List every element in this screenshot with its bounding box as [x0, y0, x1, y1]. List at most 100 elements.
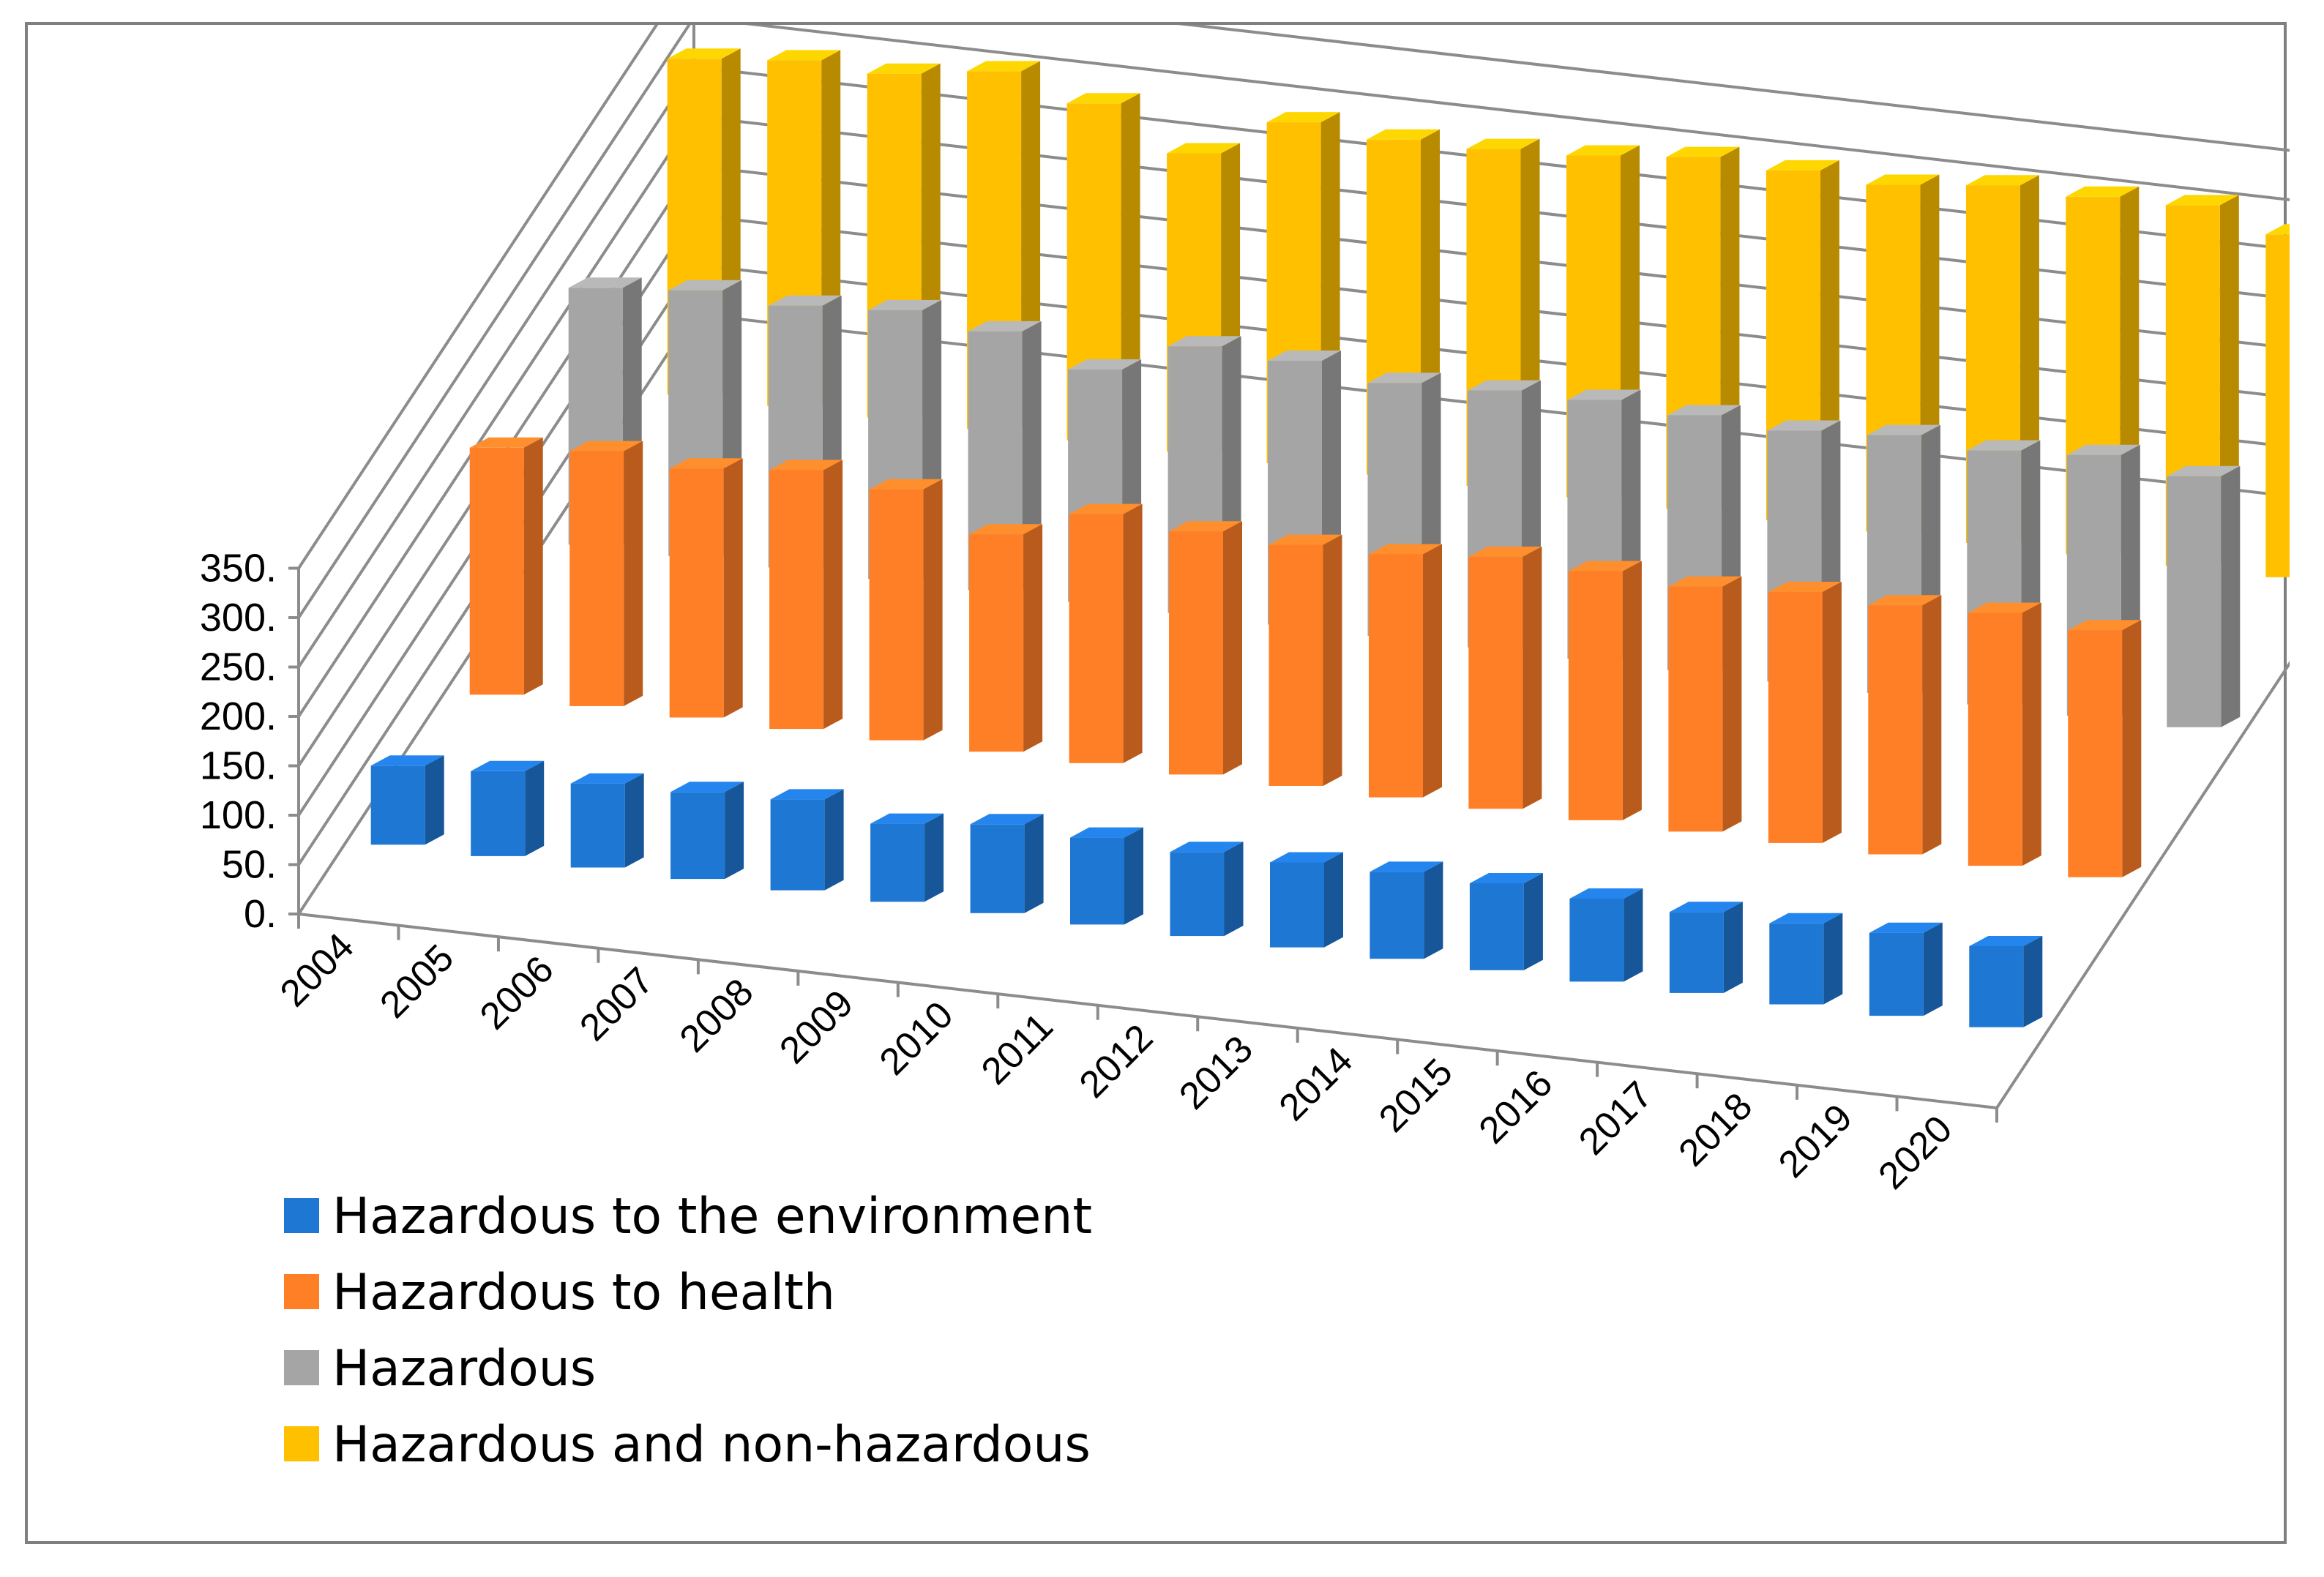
chart-bars — [370, 48, 2290, 1027]
x-tick-label-2008: 2008 — [672, 971, 762, 1061]
bar-top — [1967, 440, 2041, 451]
bar-hazardous-to-health-2011 — [1169, 521, 1242, 775]
y-tick-label: 100. — [200, 793, 277, 837]
bar-top — [1769, 913, 1843, 924]
bar-front — [869, 489, 924, 741]
bar-front — [969, 534, 1024, 752]
bar-hazardous-to-the-environment-2017 — [1669, 902, 1743, 993]
bar-front — [2265, 234, 2290, 577]
bar-top — [970, 814, 1044, 825]
bar-top — [2066, 444, 2140, 455]
bar-side — [1823, 913, 1843, 1005]
x-tick-label-2018: 2018 — [1670, 1085, 1760, 1175]
x-tick-label-2007: 2007 — [572, 959, 662, 1049]
bar-front — [471, 771, 526, 856]
bar-hazardous-to-the-environment-2011 — [1070, 827, 1143, 925]
bar-side — [1023, 524, 1043, 752]
bar-hazardous-to-health-2013 — [1369, 544, 1442, 798]
y-tick-label: 300. — [200, 596, 277, 640]
bar-front — [1169, 531, 1223, 775]
bar-hazardous-to-the-environment-2018 — [1769, 913, 1843, 1005]
gridline-300 — [297, 25, 2290, 619]
bar-side — [1723, 902, 1743, 993]
bar-front — [769, 470, 824, 730]
legend-entry-3: Hazardous — [284, 1340, 596, 1398]
bar-side — [1622, 561, 1642, 820]
bar-hazardous-to-the-environment-2009 — [870, 813, 944, 902]
x-tick-label-2015: 2015 — [1371, 1051, 1461, 1141]
legend-entry-2: Hazardous to health — [284, 1264, 835, 1322]
bar-top — [1466, 138, 1540, 149]
bar-side — [523, 437, 543, 695]
bar-front — [1070, 837, 1124, 925]
bar-top — [1069, 503, 1143, 514]
x-tick-label-2014: 2014 — [1271, 1039, 1361, 1129]
bar-front — [1370, 872, 1424, 959]
legend-label: Hazardous and non-hazardous — [332, 1416, 1091, 1474]
bar-side — [1922, 595, 1942, 855]
bar-side — [624, 441, 643, 706]
y-tick-label: 350. — [200, 547, 277, 591]
legend: Hazardous to the environment Hazardous to… — [284, 1188, 1092, 1474]
bar-top — [2167, 465, 2241, 476]
bar-side — [1822, 582, 1842, 843]
bar-hazardous-to-health-2012 — [1269, 534, 1342, 786]
bar-top — [1767, 420, 1841, 431]
bar-side — [2023, 936, 2043, 1027]
bar-top — [1968, 602, 2041, 613]
bar-side — [1424, 861, 1443, 959]
bar-top — [471, 760, 545, 771]
bar-front — [1868, 605, 1923, 855]
bar-side — [1722, 576, 1742, 832]
bar-side — [1124, 827, 1143, 925]
bar-hazardous-to-health-2004 — [469, 437, 543, 695]
bar-front — [1270, 862, 1324, 948]
bar-top — [768, 295, 842, 306]
y-tick-label: 200. — [200, 694, 277, 738]
x-tick-label-2012: 2012 — [1072, 1016, 1162, 1106]
bar-top — [1666, 146, 1740, 157]
bar-hazardous-to-health-2005 — [569, 441, 643, 706]
bar-side — [1423, 544, 1442, 798]
legend-swatch — [284, 1426, 319, 1461]
bar-top — [867, 63, 941, 74]
bar-top — [1866, 174, 1940, 185]
bar-top — [1965, 175, 2039, 186]
bar-top — [1266, 112, 1340, 123]
bar-hazardous-to-the-environment-2007 — [670, 782, 744, 880]
legend-label: Hazardous to health — [332, 1264, 835, 1322]
bar-side — [1323, 534, 1342, 786]
bar-top — [1369, 544, 1442, 555]
bar-front — [1069, 514, 1124, 763]
bar-top — [667, 48, 741, 59]
bar-hazardous-to-the-environment-2006 — [570, 773, 644, 868]
x-tick-label-2017: 2017 — [1571, 1074, 1661, 1164]
bar-side — [2022, 602, 2041, 866]
y-tick-label: 50. — [222, 843, 277, 887]
legend-label: Hazardous to the environment — [332, 1188, 1092, 1246]
bar-side — [824, 789, 844, 891]
bar-hazardous-to-the-environment-2020 — [1969, 936, 2043, 1027]
bar-top — [968, 321, 1042, 331]
legend-swatch — [284, 1350, 319, 1385]
bar-top — [1070, 827, 1143, 838]
bar-top — [1566, 145, 1640, 156]
bar-hazardous-to-health-2006 — [669, 458, 743, 718]
bar-hazardous-to-health-2009 — [969, 524, 1043, 752]
bar-top — [1170, 842, 1244, 853]
y-axis-ticks: 0. 50. 100. 150. 200. 250. 300. 350. — [200, 547, 299, 936]
bar-side — [924, 813, 944, 902]
bar-front — [1768, 592, 1823, 843]
bar-front — [669, 468, 724, 718]
bar-top — [967, 61, 1041, 72]
bar-top — [1066, 93, 1140, 104]
bar-side — [1324, 852, 1343, 948]
x-tick-label-2004: 2004 — [272, 925, 362, 1015]
bar-top — [1969, 936, 2043, 946]
bar-hazardous-2020 — [2167, 465, 2241, 727]
bar-side — [2122, 620, 2142, 877]
bar-front — [1869, 932, 1924, 1016]
bar-top — [1167, 143, 1241, 154]
bar-top — [370, 755, 444, 766]
bar-side — [1223, 521, 1242, 775]
